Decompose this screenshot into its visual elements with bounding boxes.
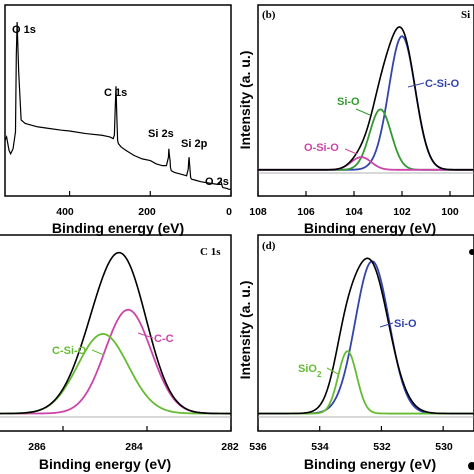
panel-a-annotation: O 2s <box>205 176 229 188</box>
panel-b-annotation-leader <box>407 82 425 88</box>
panel-d-label: (d) <box>262 240 276 252</box>
panel-b-xtick: 108 <box>249 206 267 218</box>
panel-a-annotation: Si 2p <box>181 138 208 150</box>
panel-d-xlabel: Binding energy (eV) <box>304 456 436 472</box>
panel-b-fit-c-si-o <box>258 35 474 171</box>
panel-d-envelope <box>258 257 474 415</box>
panel-d-corner-marker <box>469 249 474 255</box>
panel-d-xtick: 534 <box>311 441 329 453</box>
panel-d: (d) Intensity (a. u.) 536 534 532 530 Bi… <box>237 234 474 472</box>
panel-c-annotation: C-Si-O <box>52 345 87 357</box>
panel-a-annotation: Si 2s <box>148 128 174 140</box>
panel-d-xtick: 530 <box>435 441 453 453</box>
panel-c-annotation-leader <box>91 349 105 356</box>
panel-b-frame <box>257 4 474 197</box>
panel-c-label: C 1s <box>200 246 221 258</box>
panel-d-annotation-leader <box>379 322 394 328</box>
panel-c-fit-c-si-o <box>0 333 231 415</box>
panel-c-xtick: 282 <box>221 441 239 453</box>
panel-b-ylabel: Intensity (a. u.) <box>237 51 253 150</box>
panel-a-survey-spectrum <box>4 21 231 190</box>
panel-d-annotation: Si-O <box>394 318 417 330</box>
panel-a-xtick: 400 <box>56 206 74 218</box>
panel-b-xtick: 102 <box>393 206 411 218</box>
panel-a: 400 200 0 Binding energy (eV) O 1s C 1s … <box>4 4 232 236</box>
panel-b-envelope <box>258 26 474 171</box>
panel-b-fit-si-o <box>258 108 474 171</box>
panel-d-annotation-leader <box>326 367 339 375</box>
panel-b: (b) Si Intensity (a. u.) 108 106 104 102… <box>237 4 474 236</box>
panel-b-xtick: 100 <box>441 206 459 218</box>
panel-a-annotation: C 1s <box>104 87 127 99</box>
panel-b-xlabel: Binding energy (eV) <box>304 220 436 236</box>
panel-a-xtick: 0 <box>226 206 232 218</box>
panel-b-annotation: Si-O <box>337 96 360 108</box>
panel-c-annotation: C-C <box>154 333 174 345</box>
panel-b-annotation-leader <box>355 108 371 116</box>
panel-d-fit-sio2 <box>258 350 474 415</box>
panel-d-ylabel: Intensity (a. u.) <box>237 281 253 380</box>
panel-d-frame <box>257 234 474 432</box>
panel-d-fit-si-o <box>258 260 474 415</box>
panel-b-xtick: 104 <box>345 206 363 218</box>
panel-b-xtick: 106 <box>297 206 315 218</box>
panel-a-xlabel: Binding energy (eV) <box>52 220 184 236</box>
panel-a-annotation: O 1s <box>12 24 36 36</box>
panel-d-annotation: SiO2 <box>298 363 322 379</box>
panel-c-envelope <box>0 251 231 415</box>
panel-c-xtick: 286 <box>28 441 46 453</box>
panel-b-annotation: C-Si-O <box>425 78 460 90</box>
panel-c-xlabel: Binding energy (eV) <box>39 456 171 472</box>
panel-c-fit-c-c <box>0 308 231 415</box>
panel-c: C 1s 286 284 282 Binding energy (eV) C-C… <box>0 234 239 472</box>
panel-b-annotation: O-Si-O <box>304 142 339 154</box>
panel-d-xtick: 536 <box>249 441 267 453</box>
panel-d-bottom-marker <box>468 462 474 470</box>
panel-c-xtick: 284 <box>125 441 143 453</box>
panel-b-corner-text: Si <box>461 9 470 21</box>
panel-b-annotation-leader <box>344 148 358 155</box>
panel-c-frame <box>0 234 232 432</box>
panel-a-xtick: 200 <box>138 206 156 218</box>
panel-b-label: (b) <box>262 9 276 21</box>
panel-c-annotation-leader <box>137 332 154 339</box>
panel-d-xtick: 532 <box>373 441 391 453</box>
panel-a-frame <box>4 4 232 197</box>
